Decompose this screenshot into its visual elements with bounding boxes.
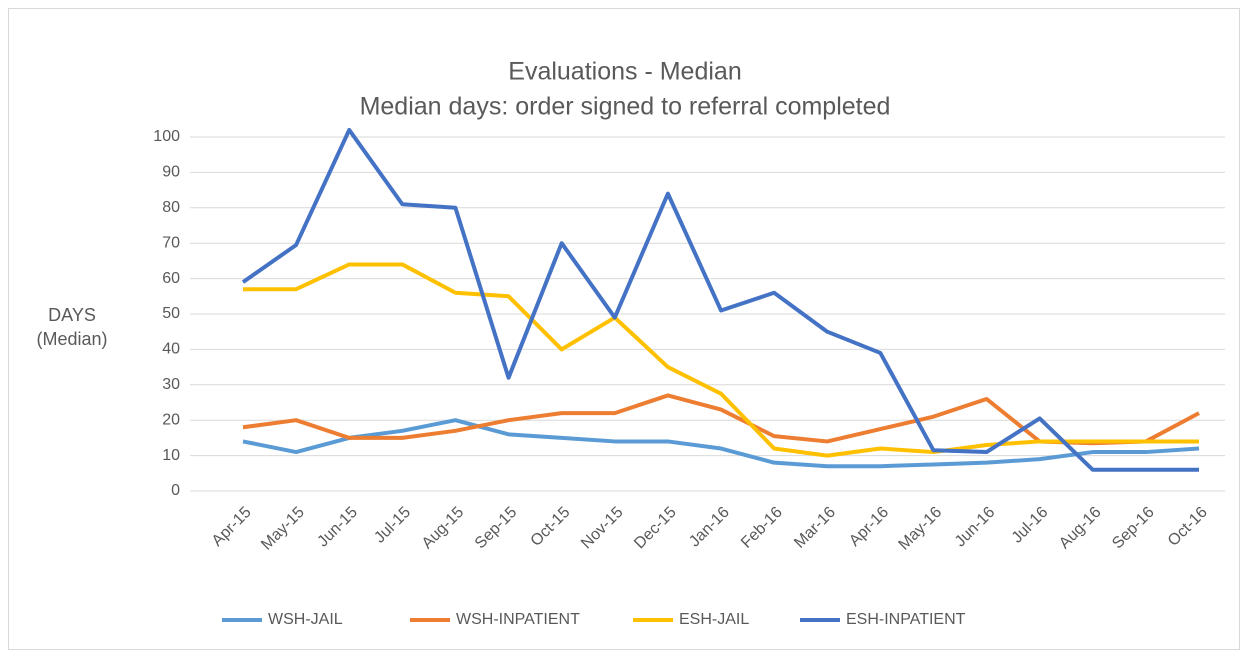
y-tick-label: 80 [162,199,180,216]
series-line [241,127,1199,472]
legend-label: ESH-JAIL [679,611,749,628]
y-tick-label: 90 [162,164,180,181]
y-axis-label: (Median) [36,329,107,349]
chart-subtitle: Median days: order signed to referral co… [360,93,891,121]
legend-label: ESH-INPATIENT [846,611,966,628]
y-tick-label: 10 [162,447,180,464]
chart-title: Evaluations - Median [508,58,741,86]
y-tick-label: 70 [162,234,180,251]
chart-border [8,8,1240,650]
y-tick-label: 50 [162,305,180,322]
y-tick-label: 0 [171,482,180,499]
y-tick-label: 60 [162,270,180,287]
series-line [242,418,1200,469]
y-axis-label: DAYS [48,305,96,325]
y-tick-label: 100 [153,128,180,145]
y-tick-label: 30 [162,376,180,393]
y-tick-label: 20 [162,411,180,428]
series-line [243,262,1199,458]
y-tick-label: 40 [162,341,180,358]
legend-label: WSH-JAIL [268,611,343,628]
legend-label: WSH-INPATIENT [456,611,580,628]
